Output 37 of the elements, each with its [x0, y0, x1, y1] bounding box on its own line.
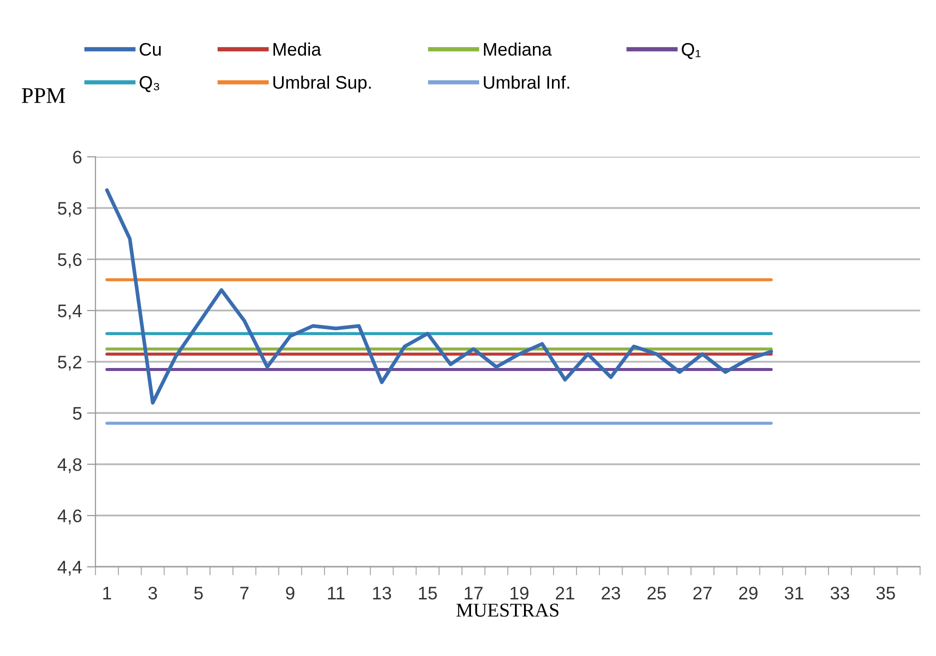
legend-label: Media — [274, 42, 322, 56]
legend-label: Umbral Inf. — [484, 76, 570, 89]
x-tick-label: 7 — [240, 586, 248, 600]
line-series — [105, 188, 774, 405]
y-tick-label: 5 — [72, 407, 82, 420]
y-axis-title: PPM — [22, 88, 66, 103]
x-tick-label: 19 — [510, 586, 528, 600]
y-tick-label: 5,8 — [58, 202, 82, 217]
y-tick-label: 4,8 — [58, 458, 82, 474]
x-tick-label: 35 — [876, 586, 896, 600]
legend-label: Umbral Sup. — [273, 76, 371, 92]
legend-label: Mediana — [484, 42, 552, 56]
x-tick-label: 11 — [328, 586, 344, 600]
x-tick-label: 21 — [556, 586, 574, 600]
x-tick-label: 1 — [103, 586, 112, 600]
x-tick-label: 25 — [648, 586, 666, 600]
legend-label: Q₁ — [682, 42, 701, 59]
y-tick-label: 5,6 — [58, 253, 82, 268]
x-tick-label: 5 — [194, 586, 203, 600]
x-tick-label: 33 — [830, 586, 850, 600]
x-axis-title: MUESTRAS — [456, 604, 558, 617]
y-tick-label: 5,4 — [58, 304, 82, 320]
x-tick-label: 3 — [148, 586, 157, 600]
x-tick-label: 13 — [373, 586, 392, 600]
y-tick-label: 4,6 — [58, 509, 82, 524]
y-tick-label: 4,4 — [58, 560, 82, 576]
x-tick-label: 31 — [784, 586, 804, 600]
legend-label: Cu — [140, 42, 161, 56]
x-tick-label: 9 — [286, 586, 294, 600]
x-tick-label: 27 — [693, 586, 712, 600]
y-tick-label: 6 — [73, 150, 82, 164]
x-tick-label: 15 — [418, 586, 437, 600]
x-tick-label: 29 — [739, 586, 758, 600]
x-tick-label: 17 — [464, 586, 483, 600]
legend-label: Q₃ — [140, 76, 160, 92]
x-tick-label: 23 — [602, 586, 620, 600]
y-tick-label: 5,2 — [58, 356, 82, 371]
